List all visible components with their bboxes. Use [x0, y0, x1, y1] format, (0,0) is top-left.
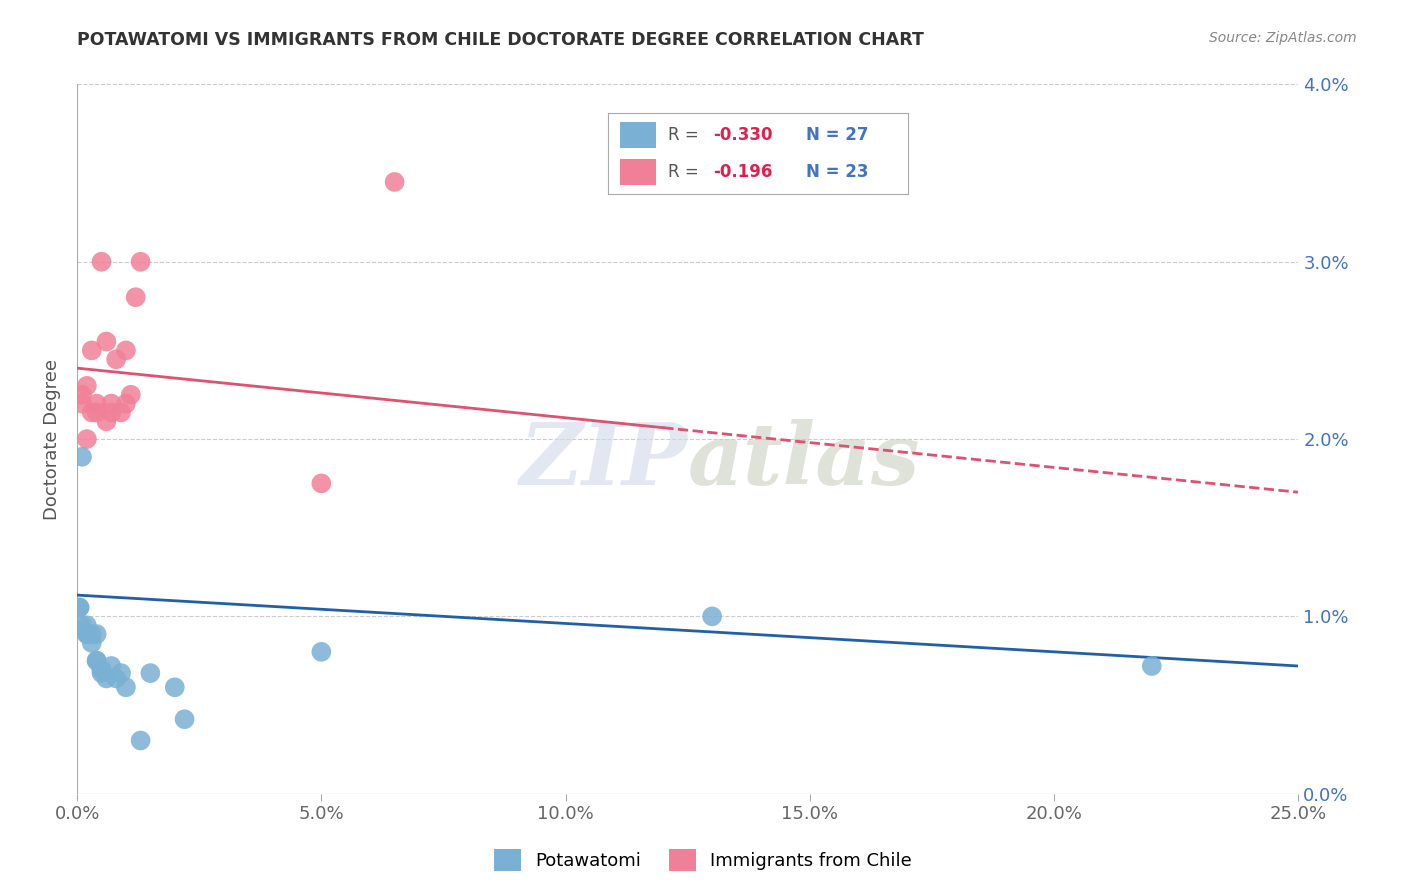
Point — [129, 733, 152, 747]
Point — [70, 450, 93, 464]
Point — [100, 396, 122, 410]
Point — [80, 405, 103, 419]
Point — [110, 405, 132, 419]
Point — [86, 627, 108, 641]
Point — [96, 672, 118, 686]
Point — [76, 618, 98, 632]
Point — [80, 627, 103, 641]
Point — [115, 396, 138, 410]
Point — [105, 672, 128, 686]
Point — [125, 290, 148, 304]
Point — [652, 175, 675, 189]
Point — [90, 663, 112, 677]
Point — [69, 600, 91, 615]
Point — [384, 175, 406, 189]
Point — [90, 254, 112, 268]
Text: atlas: atlas — [688, 418, 920, 502]
Point — [76, 379, 98, 393]
Point — [700, 609, 723, 624]
Point — [70, 396, 93, 410]
Point — [80, 636, 103, 650]
Point — [90, 663, 112, 677]
Point — [115, 343, 138, 358]
Point — [105, 352, 128, 367]
Point — [163, 681, 186, 695]
Point — [96, 414, 118, 428]
Point — [70, 618, 93, 632]
Point — [139, 666, 162, 681]
Point — [110, 666, 132, 681]
Point — [76, 627, 98, 641]
Text: POTAWATOMI VS IMMIGRANTS FROM CHILE DOCTORATE DEGREE CORRELATION CHART: POTAWATOMI VS IMMIGRANTS FROM CHILE DOCT… — [77, 31, 924, 49]
Point — [115, 681, 138, 695]
Point — [86, 396, 108, 410]
Point — [86, 405, 108, 419]
Point — [70, 388, 93, 402]
Point — [96, 334, 118, 349]
Point — [311, 645, 333, 659]
Text: Source: ZipAtlas.com: Source: ZipAtlas.com — [1209, 31, 1357, 45]
Legend: Potawatomi, Immigrants from Chile: Potawatomi, Immigrants from Chile — [486, 842, 920, 879]
Text: ZIP: ZIP — [520, 418, 688, 502]
Point — [120, 388, 142, 402]
Point — [76, 432, 98, 446]
Y-axis label: Doctorate Degree: Doctorate Degree — [44, 359, 60, 519]
Point — [80, 343, 103, 358]
Point — [311, 476, 333, 491]
Point — [1140, 659, 1163, 673]
Point — [100, 659, 122, 673]
Point — [86, 654, 108, 668]
Point — [69, 600, 91, 615]
Point — [100, 405, 122, 419]
Point — [76, 627, 98, 641]
Point — [129, 254, 152, 268]
Point — [90, 666, 112, 681]
Point — [173, 712, 195, 726]
Point — [86, 654, 108, 668]
